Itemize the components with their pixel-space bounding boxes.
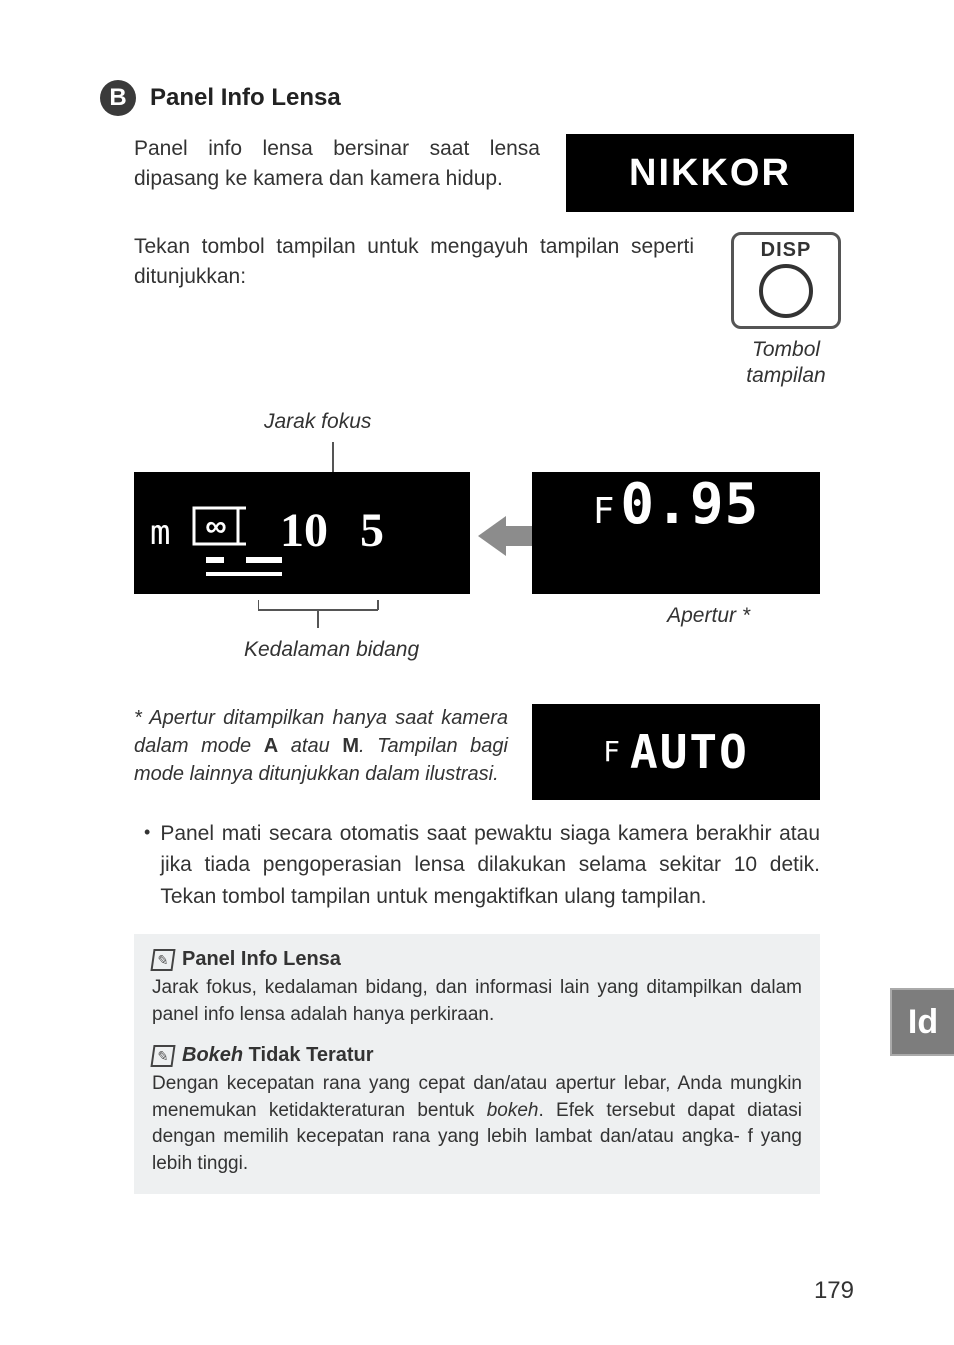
- callout-2-body: Dengan kecepatan rana yang cepat dan/ata…: [152, 1071, 802, 1177]
- display-button-label: DISP: [761, 239, 812, 262]
- depth-bracket-icon: [258, 596, 398, 632]
- callout-1-body: Jarak fokus, kedalaman bidang, dan infor…: [152, 975, 802, 1028]
- bullet-text: Panel mati secara otomatis saat pewaktu …: [160, 818, 820, 913]
- display-button-circle-icon: [759, 264, 813, 318]
- page-number: 179: [814, 1277, 854, 1305]
- callout-2-title: Bokeh Tidak Teratur: [182, 1044, 374, 1067]
- callout-2-title-ital: Bokeh: [182, 1044, 243, 1066]
- info-callouts: ✎ Panel Info Lensa Jarak fokus, kedalama…: [134, 934, 820, 1194]
- fn-mode-a: A: [264, 735, 278, 757]
- aperture-value: 0.95: [620, 472, 759, 537]
- auto-lcd: F AUTO: [532, 704, 820, 800]
- lens-info-diagram: Jarak fokus m ∞ 10 5 F 0.95: [134, 418, 820, 678]
- bullet-note: • Panel mati secara otomatis saat pewakt…: [144, 818, 820, 913]
- fn-mid: atau: [278, 735, 342, 757]
- callout-1-title: Panel Info Lensa: [182, 948, 341, 971]
- intro-paragraph-1: Panel info lensa bersinar saat lensa dip…: [134, 134, 540, 195]
- aperture-lcd: F 0.95: [532, 472, 820, 594]
- focal-length-label: Jarak fokus: [264, 410, 371, 434]
- meter-unit: m: [134, 513, 170, 553]
- nikkor-display: NIKKOR: [566, 134, 854, 212]
- callout-1-head: ✎ Panel Info Lensa: [152, 948, 802, 971]
- svg-text:∞: ∞: [206, 510, 227, 543]
- caption-line2: tampilan: [746, 364, 825, 387]
- note-icon: ✎: [150, 1045, 175, 1067]
- aperture-label: Apertur *: [667, 604, 750, 628]
- language-tab: Id: [890, 988, 954, 1056]
- note-icon: ✎: [150, 949, 175, 971]
- distance-lcd: m ∞ 10 5: [134, 472, 470, 594]
- section-badge-icon: B: [100, 80, 136, 116]
- caption-line1: Tombol: [752, 338, 820, 361]
- display-button-caption: Tombol tampilan: [746, 337, 825, 390]
- focal-length-tick-icon: [332, 442, 334, 472]
- distance-scale-icon: ∞ 10 5: [170, 472, 420, 594]
- svg-text:5: 5: [360, 504, 384, 557]
- callout-2-head: ✎ Bokeh Tidak Teratur: [152, 1044, 802, 1067]
- intro-paragraph-2: Tekan tombol tampilan untuk mengayuh tam…: [134, 232, 694, 293]
- auto-f: F: [603, 735, 620, 768]
- bullet-icon: •: [144, 818, 150, 913]
- section-title: Panel Info Lensa: [150, 84, 341, 112]
- depth-of-field-label: Kedalaman bidang: [244, 638, 419, 662]
- svg-text:10: 10: [280, 504, 328, 557]
- aperture-footnote: * Apertur ditampilkan hanya saat kamera …: [134, 704, 508, 788]
- callout-2-title-rest: Tidak Teratur: [243, 1044, 373, 1066]
- fn-mode-m: M: [342, 735, 359, 757]
- c2-ital: bokeh: [487, 1100, 539, 1121]
- aperture-f: F: [593, 491, 615, 532]
- display-button-block: DISP Tombol tampilan: [718, 232, 854, 390]
- auto-text: AUTO: [630, 725, 749, 779]
- section-header: B Panel Info Lensa: [100, 80, 854, 116]
- display-button[interactable]: DISP: [731, 232, 841, 329]
